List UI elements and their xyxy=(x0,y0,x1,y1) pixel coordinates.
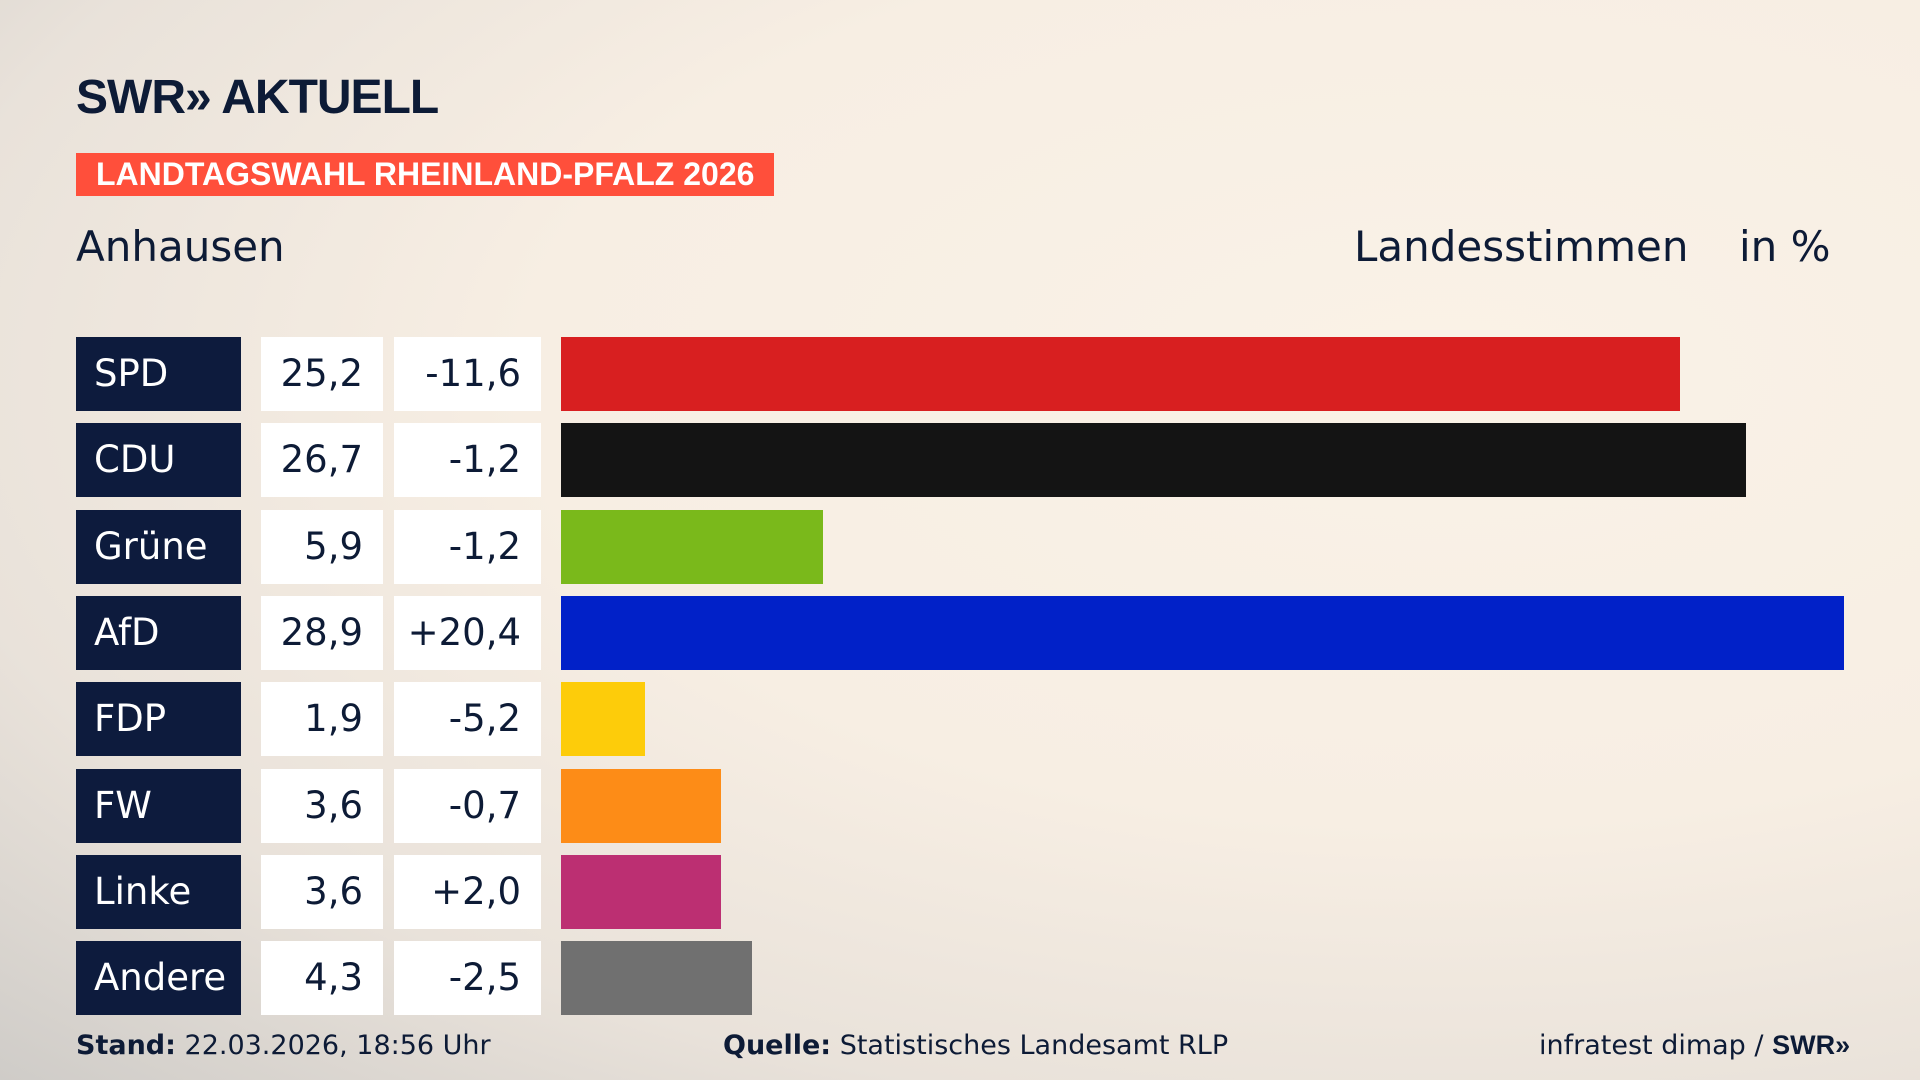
stand-label: Stand: xyxy=(76,1030,176,1061)
source-value: Statistisches Landesamt RLP xyxy=(839,1030,1229,1061)
swr-aktuell-logo: SWR» AKTUELL xyxy=(76,71,439,124)
party-label: FDP xyxy=(76,682,241,757)
stand-value: 22.03.2026, 18:56 Uhr xyxy=(184,1030,491,1061)
bar-afd xyxy=(561,595,1844,670)
value-label: 26,7 xyxy=(261,423,383,498)
diff-label: -1,2 xyxy=(394,509,541,584)
bar-grüne xyxy=(561,509,823,584)
party-label: Linke xyxy=(76,854,241,929)
party-label: AfD xyxy=(76,595,241,670)
diff-label: +2,0 xyxy=(394,854,541,929)
unit-label: in % xyxy=(1739,222,1831,271)
bar-cdu xyxy=(561,423,1747,498)
diff-label: -1,2 xyxy=(394,423,541,498)
value-label: 1,9 xyxy=(261,682,383,757)
value-label: 4,3 xyxy=(261,941,383,1016)
value-label: 3,6 xyxy=(261,854,383,929)
credit-text: infratest dimap / xyxy=(1539,1030,1773,1061)
value-label: 28,9 xyxy=(261,595,383,670)
bar-andere xyxy=(561,941,752,1016)
vote-type-label: Landesstimmen xyxy=(1354,222,1689,271)
bar-spd xyxy=(561,337,1680,411)
swr-logo-small: SWR» xyxy=(1772,1030,1851,1060)
diff-label: -0,7 xyxy=(394,768,541,843)
party-label: FW xyxy=(76,768,241,843)
party-label: CDU xyxy=(76,423,241,498)
bar-linke xyxy=(561,854,721,929)
party-label: Grüne xyxy=(76,509,241,584)
diff-label: -11,6 xyxy=(394,337,541,411)
timestamp: Stand: 22.03.2026, 18:56 Uhr xyxy=(76,1030,491,1061)
source-label: Quelle: xyxy=(723,1030,832,1061)
value-label: 25,2 xyxy=(261,337,383,411)
diff-label: +20,4 xyxy=(394,595,541,670)
bar-fdp xyxy=(561,682,646,757)
diff-label: -2,5 xyxy=(394,941,541,1016)
value-label: 5,9 xyxy=(261,509,383,584)
bar-fw xyxy=(561,768,721,843)
credit: infratest dimap / SWR» xyxy=(1539,1030,1850,1061)
party-label: SPD xyxy=(76,337,241,411)
source: Quelle: Statistisches Landesamt RLP xyxy=(723,1030,1228,1061)
value-label: 3,6 xyxy=(261,768,383,843)
party-label: Andere xyxy=(76,941,241,1016)
place-title: Anhausen xyxy=(76,222,285,271)
election-banner: LANDTAGSWAHL RHEINLAND-PFALZ 2026 xyxy=(76,153,775,196)
diff-label: -5,2 xyxy=(394,682,541,757)
